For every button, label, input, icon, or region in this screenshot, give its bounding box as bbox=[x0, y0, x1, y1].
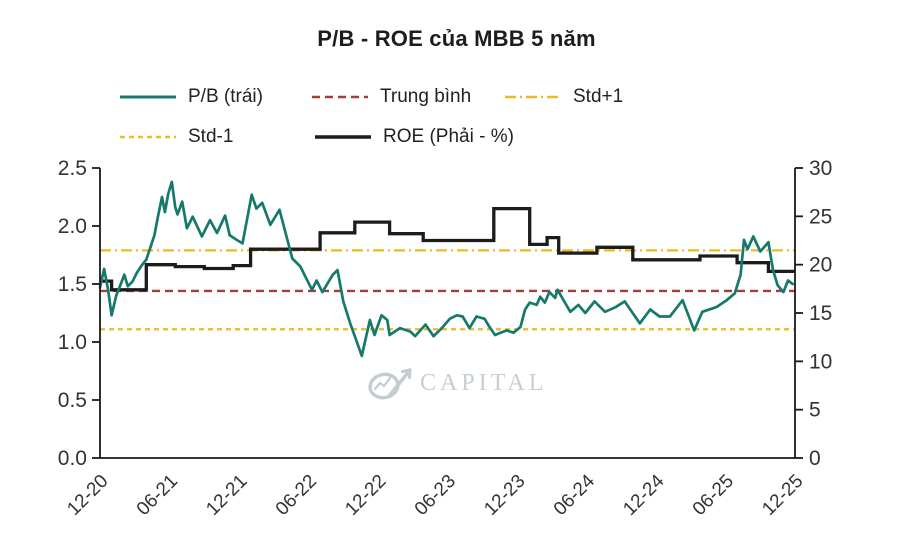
left-axis-tick-label: 2.0 bbox=[58, 215, 87, 238]
right-axis-tick-label: 15 bbox=[809, 302, 832, 325]
x-axis-tick-label: 12-25 bbox=[758, 471, 807, 520]
left-axis-tick-label: 1.5 bbox=[58, 273, 87, 296]
x-axis-tick-label: 06-21 bbox=[133, 471, 182, 520]
watermark-text: CAPITAL bbox=[420, 369, 548, 396]
x-axis-tick-label: 12-20 bbox=[63, 471, 112, 520]
x-axis-tick-label: 12-22 bbox=[341, 471, 390, 520]
chart-title: P/B - ROE của MBB 5 năm bbox=[317, 26, 596, 51]
legend-item-roe: ROE (Phải - %) bbox=[313, 126, 514, 148]
x-axis-tick-label: 06-23 bbox=[411, 471, 460, 520]
right-axis-tick-label: 10 bbox=[809, 350, 832, 373]
left-axis-tick-label: 0.5 bbox=[58, 389, 87, 412]
pb-line-swatch bbox=[120, 95, 176, 99]
legend-label-roe: ROE (Phải - %) bbox=[383, 126, 514, 147]
x-axis-tick-label: 06-25 bbox=[689, 471, 738, 520]
right-axis-tick-label: 5 bbox=[809, 399, 821, 422]
legend-label-std-minus: Std-1 bbox=[188, 126, 234, 147]
right-axis-tick-label: 20 bbox=[809, 254, 832, 277]
pb-series-line bbox=[98, 180, 795, 358]
legend-row-1: P/B (trái) Trung bình Std+1 bbox=[0, 86, 913, 108]
left-axis-tick-label: 1.0 bbox=[58, 331, 87, 354]
legend-label-mean: Trung bình bbox=[380, 86, 472, 107]
right-axis-tick-label: 25 bbox=[809, 205, 832, 228]
legend-item-std-minus: Std-1 bbox=[118, 126, 233, 148]
roe-line-swatch bbox=[315, 135, 371, 139]
alpha-arrow-logo-icon bbox=[368, 368, 412, 400]
watermark: CAPITAL bbox=[364, 362, 547, 404]
x-axis-tick-label: 12-21 bbox=[202, 471, 251, 520]
right-axis-tick-label: 30 bbox=[809, 157, 832, 180]
x-axis-tick-label: 12-23 bbox=[480, 471, 529, 520]
legend-item-pb: P/B (trái) bbox=[118, 86, 263, 108]
left-axis-tick-label: 2.5 bbox=[58, 157, 87, 180]
legend-item-mean: Trung bình bbox=[310, 86, 471, 108]
right-axis-tick-label: 0 bbox=[809, 447, 821, 470]
legend-label-pb: P/B (trái) bbox=[188, 86, 263, 107]
roe-series-line bbox=[100, 206, 795, 292]
std-minus-line-swatch bbox=[120, 135, 176, 139]
legend-label-std-plus: Std+1 bbox=[573, 86, 624, 107]
left-axis-tick-label: 0.0 bbox=[58, 447, 87, 470]
x-axis-tick-label: 06-22 bbox=[272, 471, 321, 520]
mean-line-swatch bbox=[312, 95, 368, 99]
x-axis-tick-label: 06-24 bbox=[550, 470, 600, 520]
std-plus-line-swatch bbox=[505, 95, 561, 99]
legend-row-2: Std-1 ROE (Phải - %) bbox=[0, 126, 913, 148]
legend-item-std-plus: Std+1 bbox=[503, 86, 623, 108]
x-axis-tick-label: 12-24 bbox=[619, 470, 669, 520]
